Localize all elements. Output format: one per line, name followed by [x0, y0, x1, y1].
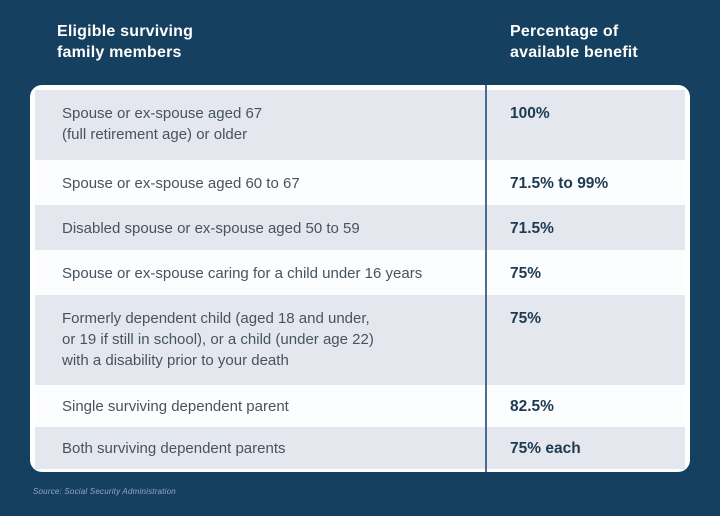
table-row: Spouse or ex-spouse aged 67 (full retire…: [35, 90, 685, 160]
column-divider: [485, 85, 487, 472]
benefit-cell: 82.5%: [510, 398, 554, 415]
benefit-cell: 71.5% to 99%: [510, 175, 609, 192]
benefit-cell: 100%: [510, 105, 550, 122]
table-row: Formerly dependent child (aged 18 and un…: [35, 295, 685, 385]
member-cell: Spouse or ex-spouse aged 67 (full retire…: [62, 105, 263, 143]
table-row: Spouse or ex-spouse aged 60 to 67 71.5% t…: [35, 160, 685, 205]
header-col-benefit: Percentage of available benefit: [510, 23, 638, 61]
benefit-cell: 75%: [510, 310, 542, 327]
table-row: Both surviving dependent parents 75% each: [35, 427, 685, 469]
table-rows: Spouse or ex-spouse aged 67 (full retire…: [35, 90, 685, 469]
benefit-cell: 75%: [510, 265, 542, 282]
benefits-table-card: Spouse or ex-spouse aged 67 (full retire…: [30, 85, 690, 472]
table-row: Spouse or ex-spouse caring for a child u…: [35, 250, 685, 295]
member-cell: Formerly dependent child (aged 18 and un…: [62, 310, 374, 369]
member-cell: Disabled spouse or ex-spouse aged 50 to …: [62, 220, 360, 237]
member-cell: Single surviving dependent parent: [62, 398, 289, 415]
benefit-cell: 71.5%: [510, 220, 554, 237]
member-cell: Spouse or ex-spouse aged 60 to 67: [62, 175, 300, 192]
table-row: Disabled spouse or ex-spouse aged 50 to …: [35, 205, 685, 250]
table-row: Single surviving dependent parent 82.5%: [35, 385, 685, 427]
header-col-members: Eligible surviving family members: [57, 23, 194, 61]
benefit-cell: 75% each: [510, 440, 581, 457]
source-credit: Source: Social Security Administration: [33, 487, 176, 496]
member-cell: Spouse or ex-spouse caring for a child u…: [62, 265, 423, 282]
member-cell: Both surviving dependent parents: [62, 440, 286, 457]
